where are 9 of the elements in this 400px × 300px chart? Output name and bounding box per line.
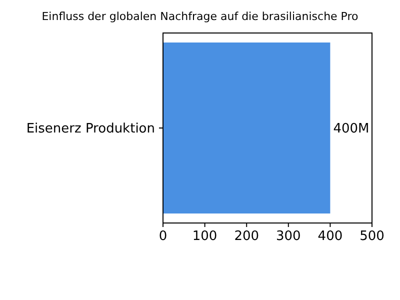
data-label: 400M	[333, 122, 370, 137]
x-tick-label: 400	[318, 229, 343, 244]
x-tick-label: 200	[234, 229, 260, 244]
x-tick-label: 300	[276, 229, 301, 244]
x-tick-label: 0	[158, 229, 168, 244]
x-tick-label: 500	[360, 229, 384, 244]
chart-title: Einfluss der globalen Nachfrage auf die brasilianische Pro	[42, 10, 359, 23]
y-tick-label: Eisenerz Produktion	[26, 122, 155, 137]
x-tick-label: 100	[192, 229, 218, 244]
